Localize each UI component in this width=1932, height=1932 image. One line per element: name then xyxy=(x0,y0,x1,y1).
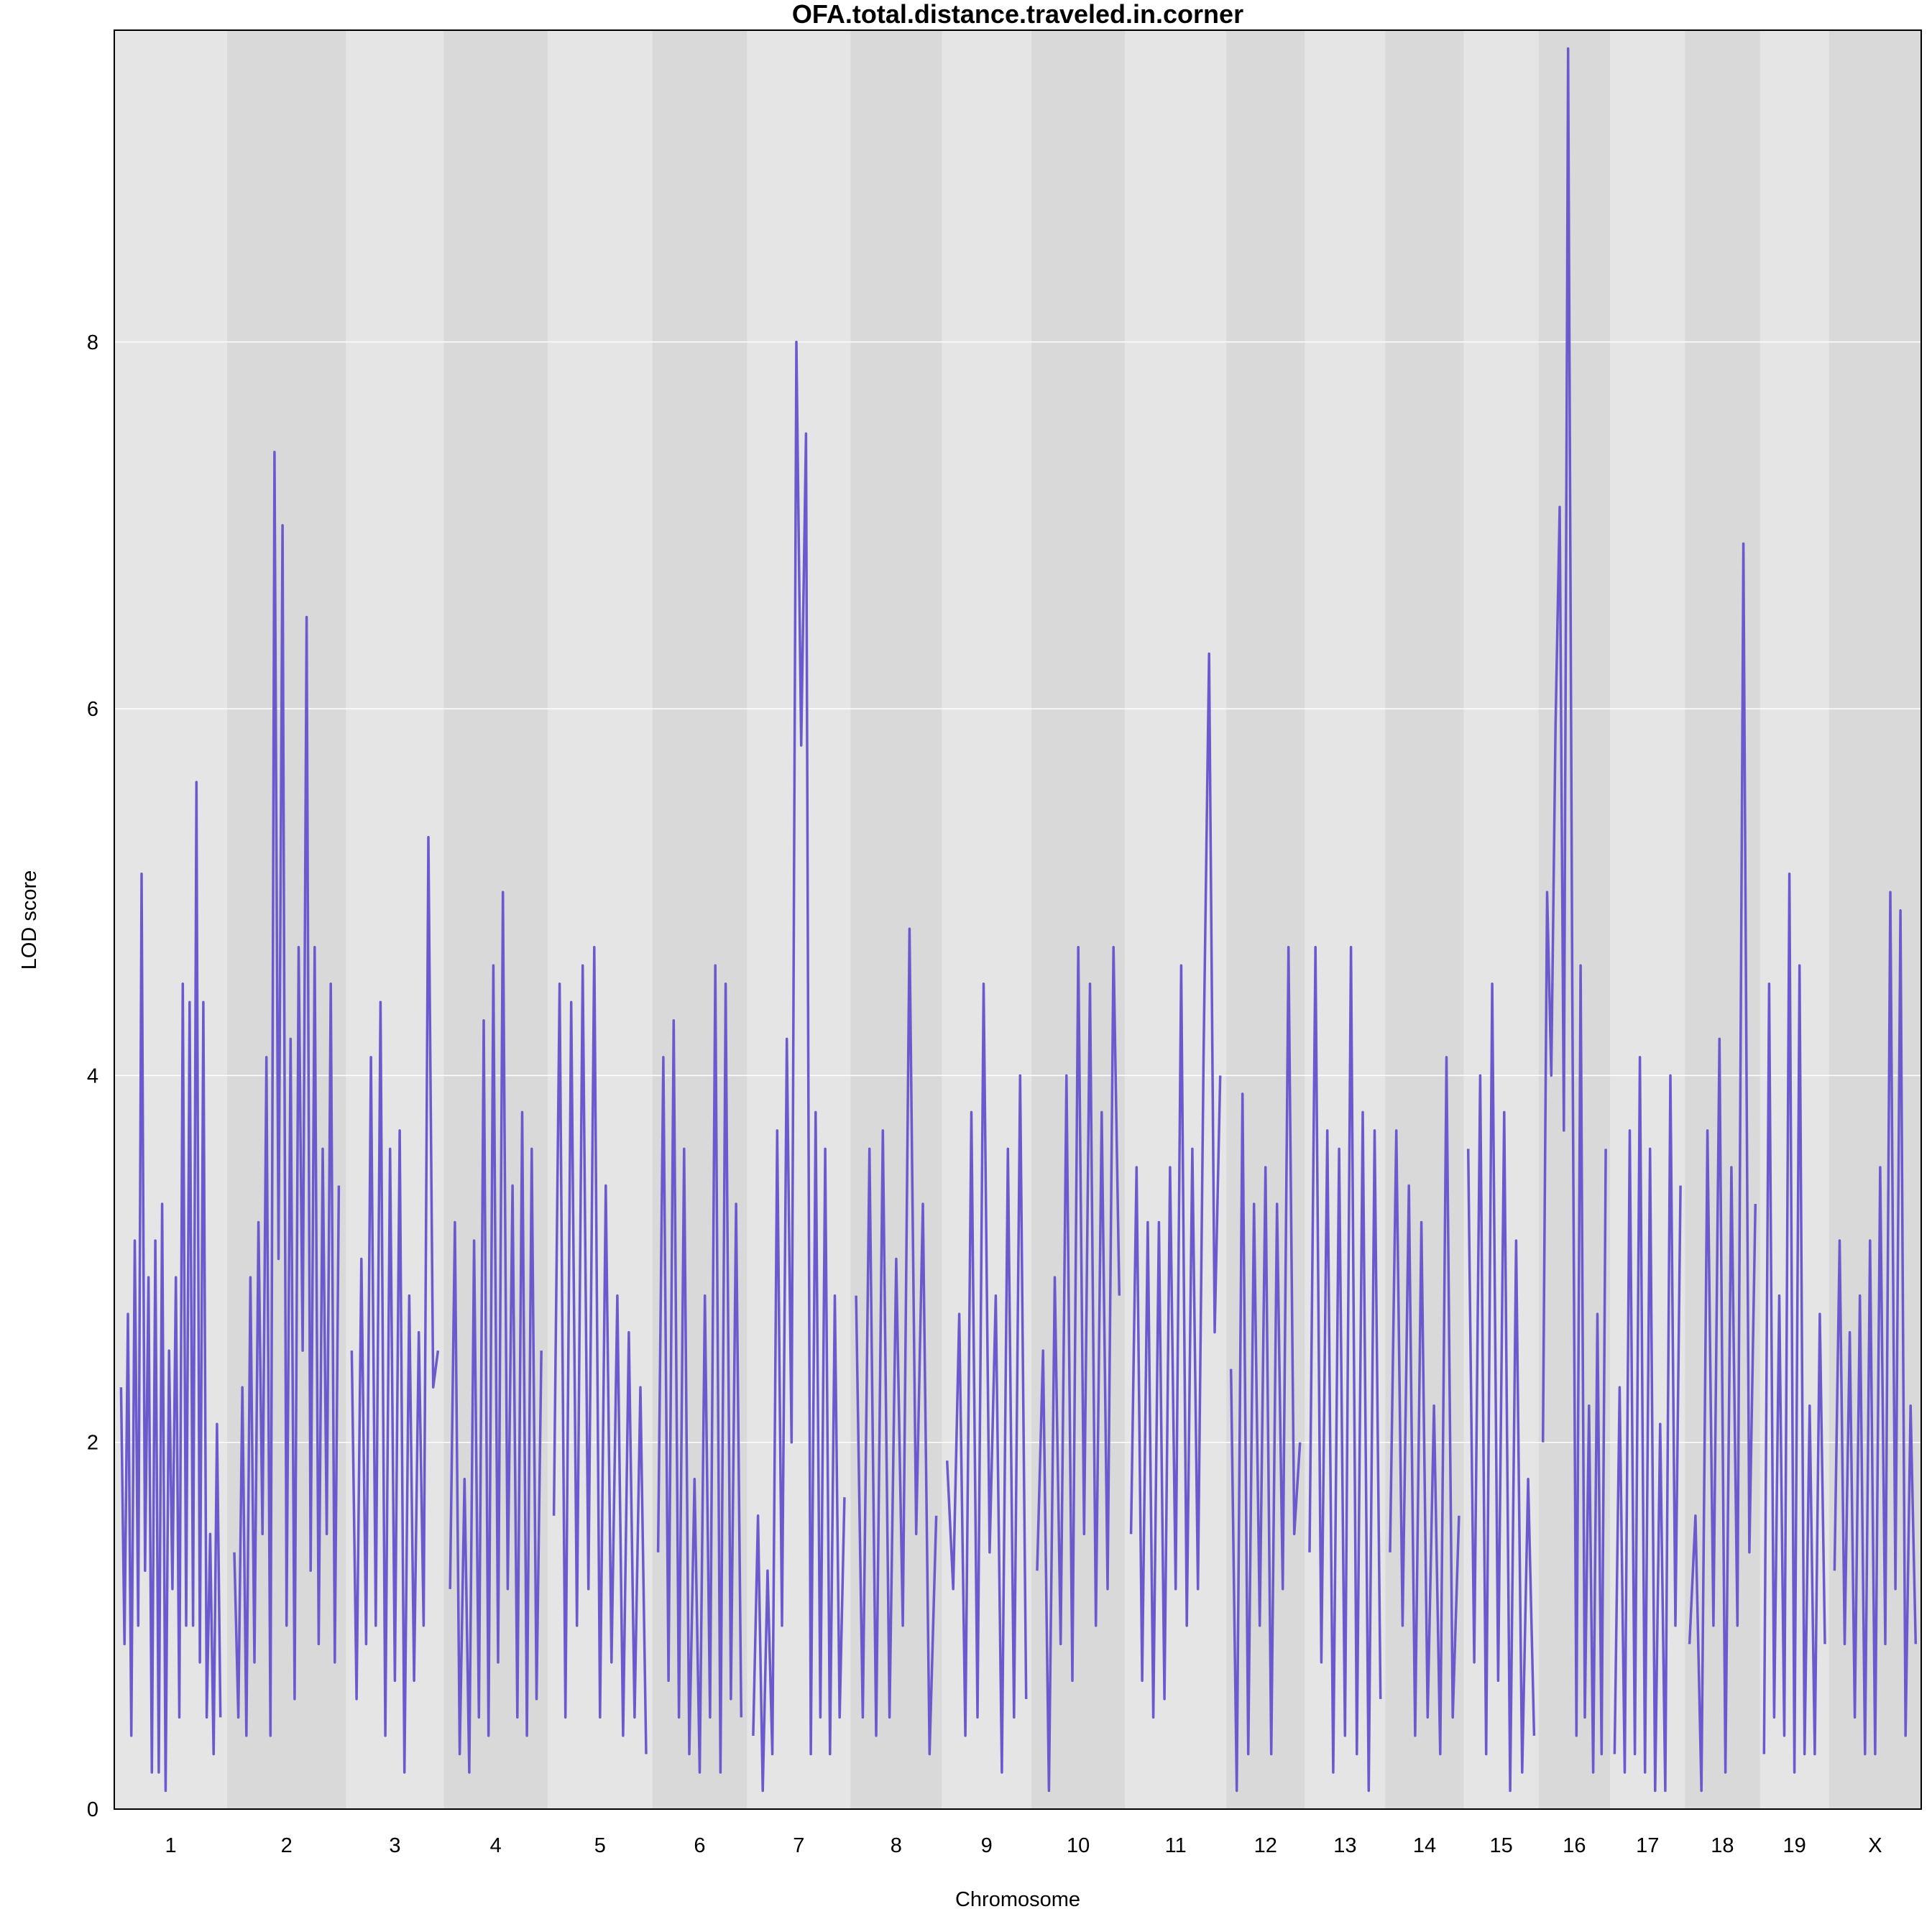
x-tick-label: 2 xyxy=(281,1834,293,1857)
band-chr-4 xyxy=(443,30,548,1809)
lod-line-chr-8 xyxy=(855,927,938,1756)
x-tick-label: 16 xyxy=(1563,1834,1586,1857)
lod-line-chr-18 xyxy=(1688,542,1757,1793)
x-tick-label: 12 xyxy=(1254,1834,1277,1857)
x-axis-ticks: 1 2 3 4 5 6 7 8 9 10 11 12 13 14 15 16 17 18 19 X xyxy=(165,1834,1882,1857)
x-tick-label: 8 xyxy=(891,1834,902,1857)
lod-series xyxy=(119,47,1918,1793)
lod-line-chr-X xyxy=(1833,891,1918,1756)
x-tick-label: 7 xyxy=(793,1834,804,1857)
y-axis-label: LOD score xyxy=(18,870,41,970)
y-axis-ticks: 0 2 4 6 8 xyxy=(87,331,98,1821)
lod-line-chr-17 xyxy=(1613,1056,1682,1793)
x-tick-label: 14 xyxy=(1413,1834,1436,1857)
x-tick-label: 1 xyxy=(165,1834,176,1857)
lod-line-chr-15 xyxy=(1466,983,1536,1793)
lod-line-chr-16 xyxy=(1541,47,1607,1774)
lod-line-chr-7 xyxy=(752,341,846,1793)
lod-line-chr-6 xyxy=(656,964,743,1774)
x-tick-label: 18 xyxy=(1711,1834,1734,1857)
lod-line-chr-12 xyxy=(1229,946,1302,1793)
band-chr-7 xyxy=(747,30,852,1809)
y-tick-label: 4 xyxy=(87,1064,98,1087)
chart-title: OFA.total.distance.traveled.in.corner xyxy=(792,0,1243,29)
band-chr-5 xyxy=(547,30,653,1809)
x-tick-label: 15 xyxy=(1489,1834,1512,1857)
lod-line-chr-11 xyxy=(1129,652,1222,1719)
x-tick-label: 4 xyxy=(490,1834,502,1857)
y-tick-label: 0 xyxy=(87,1798,98,1821)
x-tick-label: 19 xyxy=(1783,1834,1806,1857)
lod-line-chr-3 xyxy=(350,835,440,1774)
lod-line-chr-19 xyxy=(1762,872,1826,1774)
x-tick-label: 10 xyxy=(1067,1834,1090,1857)
lod-line-chr-4 xyxy=(448,891,543,1774)
lod-line-chr-9 xyxy=(945,983,1028,1774)
x-tick-label: 5 xyxy=(594,1834,606,1857)
x-axis-label: Chromosome xyxy=(955,1888,1080,1911)
x-tick-label: 9 xyxy=(981,1834,993,1857)
lod-line-chr-13 xyxy=(1308,946,1382,1793)
plot-frame xyxy=(114,29,1922,1810)
x-tick-label: 17 xyxy=(1636,1834,1659,1857)
x-tick-label: 13 xyxy=(1333,1834,1356,1857)
lod-line-chr-5 xyxy=(552,946,648,1754)
y-tick-label: 2 xyxy=(87,1432,98,1455)
lod-line-chr-14 xyxy=(1389,1056,1460,1756)
x-tick-label: 11 xyxy=(1165,1834,1187,1857)
x-tick-label: 3 xyxy=(389,1834,400,1857)
x-tick-label: X xyxy=(1868,1834,1882,1857)
lod-line-chr-1 xyxy=(119,781,222,1793)
x-tick-label: 6 xyxy=(694,1834,705,1857)
band-chr-X xyxy=(1828,30,1922,1809)
lod-line-chr-10 xyxy=(1036,946,1121,1793)
lod-line-chr-2 xyxy=(233,451,341,1737)
y-tick-label: 8 xyxy=(87,331,98,354)
band-chr-10 xyxy=(1031,30,1126,1809)
y-tick-label: 6 xyxy=(87,698,98,721)
chromosome-bands xyxy=(114,30,1922,1809)
